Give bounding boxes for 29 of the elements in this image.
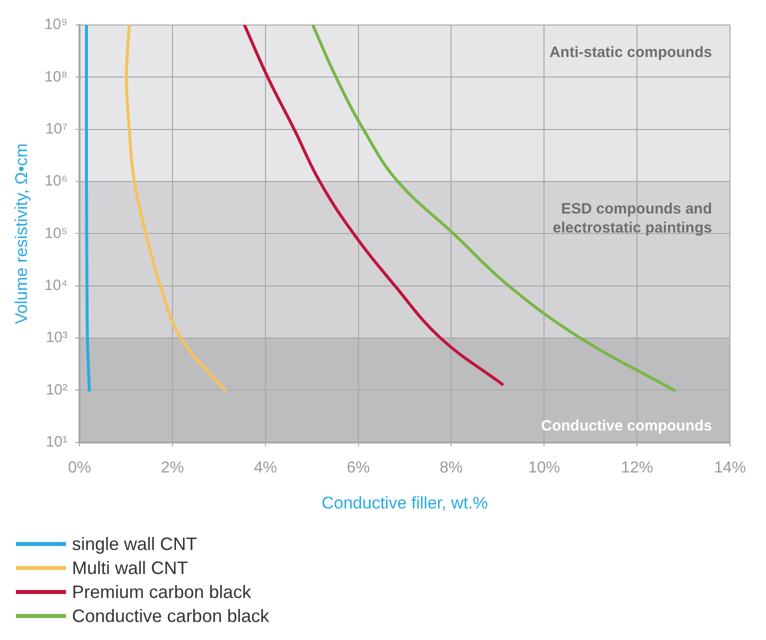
y-tick-label: 10⁵ [44, 224, 68, 242]
x-tick-label: 8% [440, 459, 463, 476]
y-tick-label: 10⁶ [44, 172, 68, 190]
x-tick-label: 6% [346, 459, 370, 476]
y-tick-label: 10² [46, 381, 68, 398]
y-axis-title: Volume resistivity, Ω•cm [12, 143, 31, 324]
y-tick-label: 10⁸ [44, 68, 68, 86]
line-series [242, 25, 504, 386]
x-tick-label: 10% [528, 459, 560, 476]
x-tick-label: 4% [254, 459, 277, 476]
band-label: ESD compounds and electrostatic paintings [552, 200, 712, 237]
line-series [124, 25, 226, 392]
x-tick-label: 12% [621, 459, 654, 476]
y-tick-label: 10⁷ [45, 120, 68, 138]
y-tick-label: 10¹ [46, 434, 68, 451]
legend-label: Premium carbon black [72, 582, 252, 602]
band-label: Conductive compounds [541, 418, 712, 435]
y-tick-label: 10⁹ [44, 16, 68, 34]
x-axis-title: Conductive filler, wt.% [322, 493, 488, 512]
x-tick-label: 14% [714, 459, 746, 476]
band-label: Anti-static compounds [549, 44, 712, 62]
line-series [84, 25, 91, 392]
y-tick-label: 10³ [46, 329, 68, 346]
x-tick-label: 2% [160, 459, 184, 476]
y-tick-label: 10⁴ [44, 277, 68, 294]
x-tick-label: 0% [68, 459, 92, 476]
legend-label: Multi wall CNT [72, 558, 188, 578]
legend-label: single wall CNT [72, 534, 198, 554]
legend-label: Conductive carbon black [72, 606, 270, 626]
